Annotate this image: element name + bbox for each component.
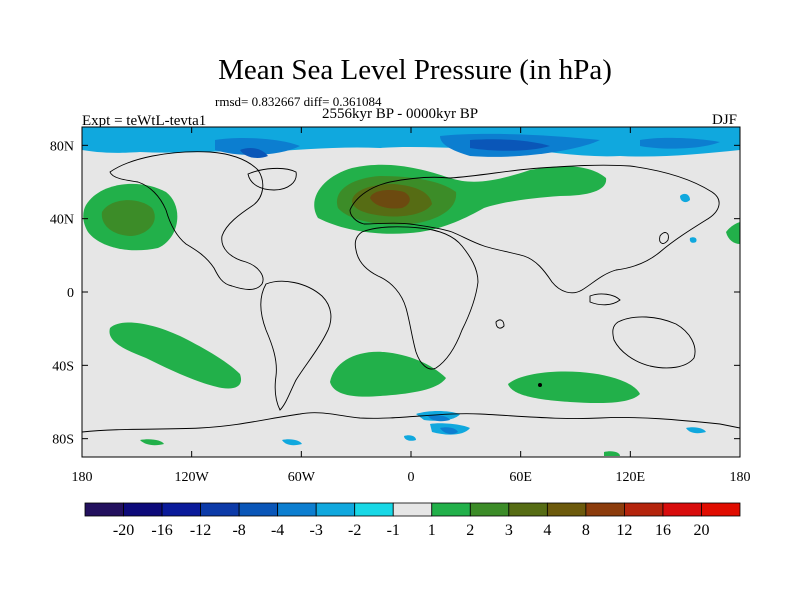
season-label: DJF [712,112,738,128]
rmsd-diff-stats: rmsd= 0.832667 diff= 0.361084 [215,94,382,109]
south-america-outline [260,280,332,411]
small-negative-patches [680,193,697,243]
colorbar-swatch [431,502,471,517]
colorbar-swatch [392,502,433,517]
colorbar-swatch [508,502,548,517]
colorbar-swatch [354,502,394,517]
lon-tick-label: 60E [509,470,532,485]
experiment-label: Expt = teWtL-tevta1 [82,113,207,129]
north-america-outline [109,151,264,290]
colorbar-label: 16 [655,522,671,539]
colorbar-swatch [662,502,702,517]
colorbar-label: 1 [428,522,436,539]
colorbar-label: -2 [348,522,361,539]
colorbar-label: 4 [543,522,551,539]
colorbar-swatch [161,502,201,517]
colorbar-label: -12 [190,522,211,539]
colorbar-swatch [200,502,240,517]
colorbar-swatch [546,502,587,517]
north-pacific-high-anomaly [83,183,178,251]
period-label: 2556kyr BP - 0000kyr BP [322,106,479,122]
colorbar-swatch [585,502,625,517]
colorbar-label: -4 [271,522,284,539]
colorbar-swatch [84,502,124,517]
antarctic-patches [140,411,706,456]
arctic-negative-anomaly [82,127,740,158]
colorbar-label: -20 [113,522,134,539]
lat-tick-label: 0 [67,286,74,301]
lon-tick-label: 0 [408,470,415,485]
lat-tick-label: 80N [50,139,74,154]
colorbar-label: 20 [693,522,709,539]
lon-tick-label: 120E [616,470,646,485]
southern-hemisphere-anomalies [109,322,640,404]
colorbar-swatch [701,502,741,517]
colorbar-swatch [123,502,163,517]
colorbar-label: -16 [151,522,172,539]
lon-tick-label: 60W [288,470,316,485]
greenland-outline [247,167,297,191]
longitude-axis: 180 120W 60W 0 60E 120E 180 [72,127,751,485]
north-atlantic-high-anomaly [314,164,607,234]
map-plot-area [82,127,740,457]
colorbar-swatch [624,502,664,517]
colorbar-label: -1 [387,522,400,539]
colorbar-label: 12 [616,522,632,539]
colorbar: -20 -16 -12 -8 -4 -3 -2 -1 1 2 3 4 8 12 16 20 [84,502,741,539]
colorbar-swatch [277,502,317,517]
antarctica-outline [82,412,740,433]
colorbar-label: 3 [505,522,513,539]
lat-tick-label: 80S [52,433,74,448]
coastlines [82,151,740,433]
lon-tick-label: 180 [72,470,93,485]
colorbar-swatch [315,502,356,517]
colorbar-label: 8 [582,522,590,539]
africa-outline [354,226,479,370]
colorbar-label: -3 [310,522,323,539]
colorbar-label: 2 [466,522,474,539]
lon-tick-label: 180 [730,470,751,485]
colorbar-label: -8 [232,522,245,539]
lon-tick-label: 120W [175,470,210,485]
latitude-axis: 80N 40N 0 40S 80S [50,139,740,448]
lat-tick-label: 40S [52,359,74,374]
colorbar-swatch [469,502,510,517]
australia-outline [612,316,696,369]
chart-title: Mean Sea Level Pressure (in hPa) [218,54,612,86]
lat-tick-label: 40N [50,213,74,228]
eurasia-outline [349,164,720,294]
colorbar-swatch [238,502,279,517]
